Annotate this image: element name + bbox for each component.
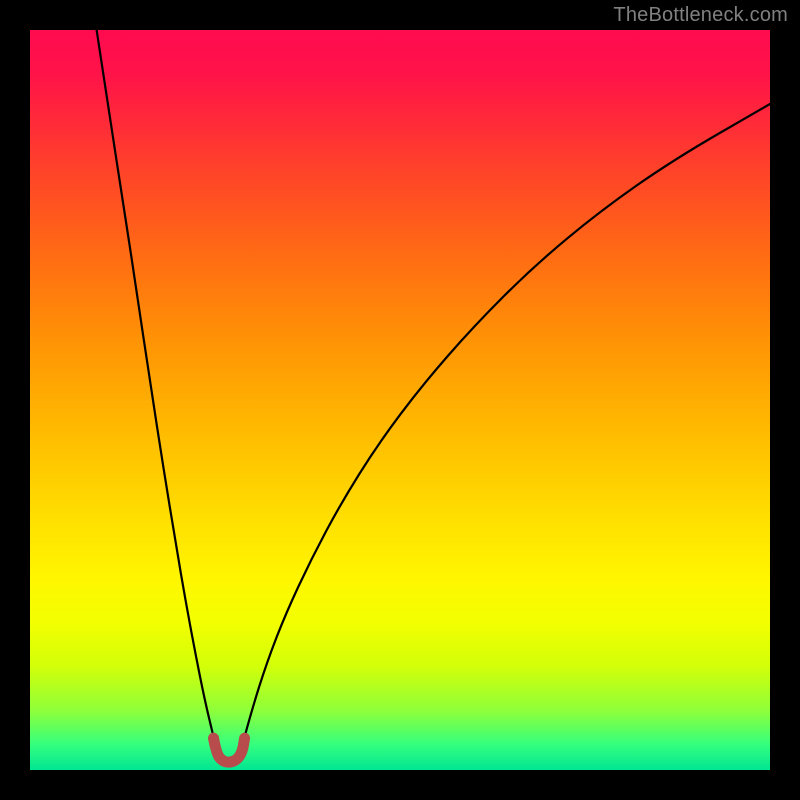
trough-marker [214,738,245,762]
plot-area [30,30,770,770]
watermark-label: TheBottleneck.com [613,4,788,27]
curve-right [245,104,770,737]
curve-left [97,30,214,737]
curve-layer [30,30,770,770]
chart-outer: TheBottleneck.com [0,0,800,800]
